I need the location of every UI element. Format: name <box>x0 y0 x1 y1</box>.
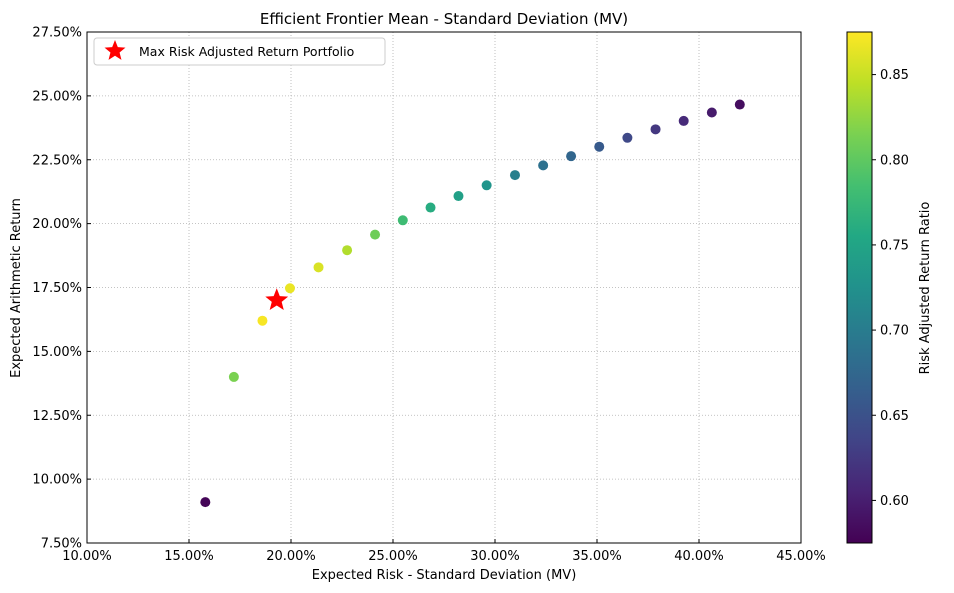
x-tick-label: 10.00% <box>62 549 112 564</box>
scatter-point <box>678 115 689 126</box>
scatter-point <box>622 132 633 143</box>
y-tick-label: 15.00% <box>32 345 82 360</box>
scatter-point <box>566 151 577 162</box>
x-tick-label: 30.00% <box>470 549 520 564</box>
highlight-star-marker <box>265 288 289 310</box>
scatter-point <box>257 315 268 326</box>
colorbar-tick-label: 0.70 <box>880 324 909 339</box>
y-tick-label: 27.50% <box>32 26 82 41</box>
scatter-point <box>370 229 381 240</box>
scatter-point <box>425 202 436 213</box>
colorbar: 0.60 0.65 0.70 0.75 0.80 0.85 Risk Adjusted R… <box>846 31 933 544</box>
x-tick-label: 15.00% <box>164 549 214 564</box>
scatter-point <box>200 497 211 508</box>
y-axis-ticks: 7.50% 10.00% 12.50% 15.00% 17.50% 20.00% 22.50… <box>32 26 91 552</box>
scatter-point <box>453 191 464 202</box>
scatter-point <box>509 170 520 181</box>
x-tick-label: 20.00% <box>266 549 316 564</box>
scatter-point <box>228 371 239 382</box>
scatter-point <box>342 245 353 256</box>
y-axis-label: Expected Arithmetic Return <box>9 198 24 378</box>
legend-star-marker <box>104 40 126 60</box>
colorbar-tick-label: 0.65 <box>880 409 909 424</box>
x-axis-label: Expected Risk - Standard Deviation (MV) <box>312 568 577 583</box>
chart-title: Efficient Frontier Mean - Standard Devia… <box>260 10 628 28</box>
scatter-point <box>594 141 605 152</box>
scatter-point <box>313 262 324 273</box>
scatter-point <box>538 160 549 171</box>
colorbar-tick-label: 0.60 <box>880 494 909 509</box>
y-tick-label: 12.50% <box>32 409 82 424</box>
x-tick-label: 35.00% <box>572 549 622 564</box>
scatter-point <box>650 124 661 135</box>
legend: Max Risk Adjusted Return Portfolio <box>93 37 386 66</box>
y-tick-label: 22.50% <box>32 153 82 168</box>
colorbar-tick-label: 0.85 <box>880 68 909 83</box>
scatter-point <box>397 215 408 226</box>
scatter-point <box>734 99 745 110</box>
y-tick-label: 17.50% <box>32 281 82 296</box>
grid-lines <box>86 31 802 544</box>
colorbar-ticks: 0.60 0.65 0.70 0.75 0.80 0.85 <box>872 68 909 509</box>
colorbar-label: Risk Adjusted Return Ratio <box>918 202 933 375</box>
y-tick-label: 10.00% <box>32 473 82 488</box>
legend-box <box>93 37 386 66</box>
colorbar-tick-label: 0.80 <box>880 153 909 168</box>
y-tick-label: 25.00% <box>32 89 82 104</box>
legend-label: Max Risk Adjusted Return Portfolio <box>139 44 354 59</box>
x-tick-label: 40.00% <box>674 549 724 564</box>
y-tick-label: 7.50% <box>41 537 82 552</box>
x-tick-label: 45.00% <box>776 549 826 564</box>
scatter-point <box>481 180 492 191</box>
colorbar-gradient <box>846 31 873 544</box>
x-axis-ticks: 10.00% 15.00% 20.00% 25.00% 30.00% 35.00% 40.0… <box>62 539 826 564</box>
scatter-point <box>284 283 295 294</box>
y-tick-label: 20.00% <box>32 217 82 232</box>
x-tick-label: 25.00% <box>368 549 418 564</box>
highlight-layer <box>265 288 289 310</box>
scatter-points <box>200 99 745 508</box>
colorbar-tick-label: 0.75 <box>880 238 909 253</box>
scatter-point <box>706 107 717 118</box>
